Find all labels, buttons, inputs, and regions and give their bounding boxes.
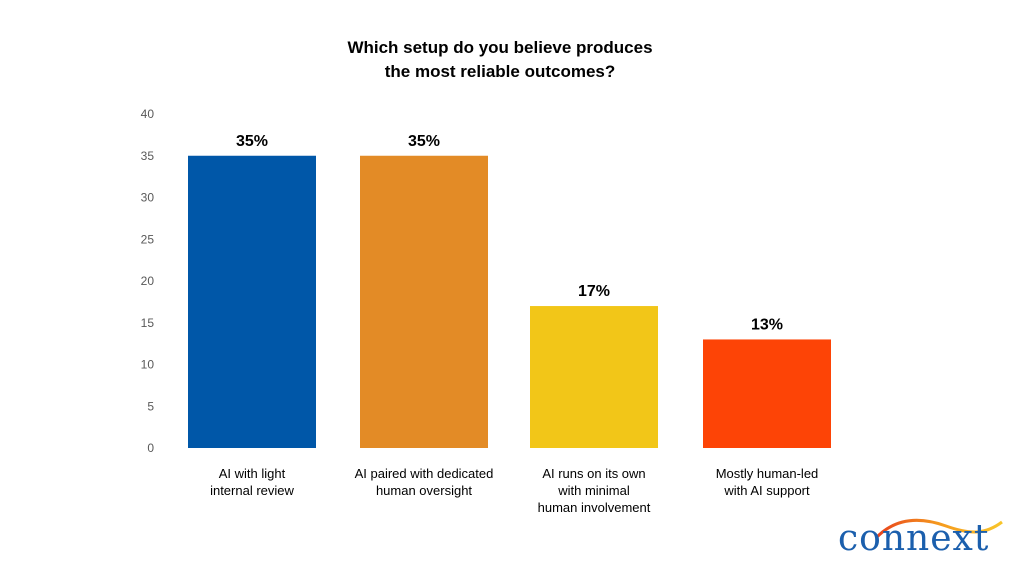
y-tick-label: 30 — [141, 191, 155, 205]
bar — [530, 306, 658, 448]
data-label: 35% — [408, 133, 440, 150]
y-tick-label: 5 — [147, 399, 154, 413]
chart-title: Which setup do you believe produces the … — [0, 36, 1000, 84]
x-category-label: Mostly human-led — [716, 466, 819, 481]
x-category-label: human involvement — [538, 500, 651, 515]
logo-swoosh-icon — [874, 518, 1003, 540]
y-tick-label: 40 — [141, 107, 155, 121]
x-category-label: internal review — [210, 483, 294, 498]
chart-title-line: Which setup do you believe produces — [347, 38, 653, 57]
bar — [360, 155, 488, 448]
data-label: 13% — [751, 316, 783, 333]
data-label: 17% — [578, 283, 610, 300]
x-category-label: AI with light — [219, 466, 286, 481]
y-tick-label: 25 — [141, 232, 155, 246]
y-tick-label: 0 — [147, 441, 154, 455]
y-tick-label: 15 — [141, 316, 155, 330]
data-label: 35% — [236, 133, 268, 150]
x-category-label: AI runs on its own — [542, 466, 645, 481]
x-category-label: with AI support — [723, 483, 810, 498]
y-tick-label: 35 — [141, 149, 155, 163]
x-category-label: human oversight — [376, 483, 472, 498]
y-tick-label: 10 — [141, 358, 155, 372]
bar — [703, 339, 831, 448]
y-tick-label: 20 — [141, 274, 155, 288]
chart-title-line: the most reliable outcomes? — [384, 62, 616, 81]
connext-logo: connext — [836, 512, 1006, 562]
bar — [188, 155, 316, 448]
x-category-label: with minimal — [557, 483, 630, 498]
logo-text: connext — [838, 518, 990, 559]
x-category-label: AI paired with dedicated — [355, 466, 494, 481]
